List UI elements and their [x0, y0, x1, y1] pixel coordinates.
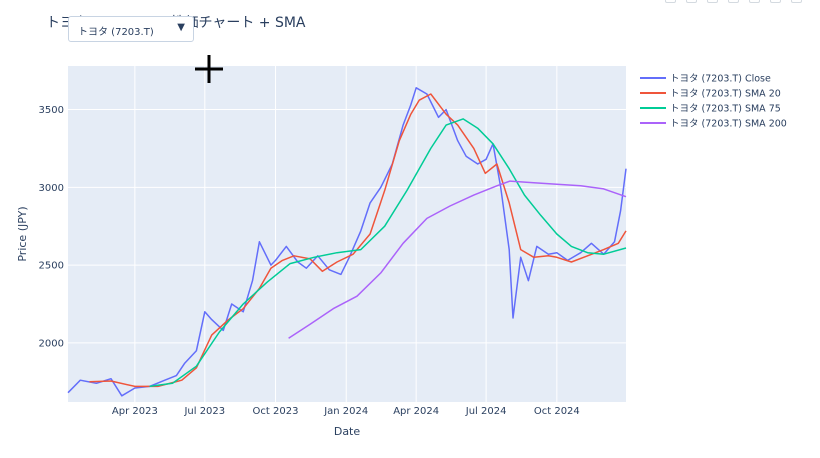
- legend-item-0[interactable]: トヨタ (7203.T) Close: [640, 74, 771, 85]
- pan-icon[interactable]: [707, 0, 718, 3]
- x-tick-label: Jul 2023: [183, 406, 225, 417]
- ticker-dropdown[interactable]: トヨタ (7203.T) ▼: [68, 16, 194, 42]
- legend-item-2[interactable]: トヨタ (7203.T) SMA 75: [640, 104, 781, 115]
- legend-item-3[interactable]: トヨタ (7203.T) SMA 200: [640, 119, 787, 130]
- x-tick-label: Oct 2023: [253, 406, 299, 417]
- camera-icon[interactable]: [665, 0, 676, 3]
- legend-label: トヨタ (7203.T) Close: [670, 74, 771, 85]
- y-axis-ticks: 2000 2500 3000 3500: [39, 105, 64, 349]
- legend-label: トヨタ (7203.T) SMA 200: [670, 119, 787, 130]
- plot-background: [68, 66, 626, 402]
- y-tick-label: 2000: [39, 338, 64, 349]
- x-axis-title: Date: [334, 425, 361, 438]
- plot-modebar: [665, 0, 802, 5]
- x-tick-label: Jul 2024: [465, 406, 507, 417]
- y-tick-label: 3000: [39, 183, 64, 194]
- y-tick-label: 2500: [39, 261, 64, 272]
- autoscale-icon[interactable]: [770, 0, 781, 3]
- x-axis-ticks: Apr 2023 Jul 2023 Oct 2023 Jan 2024 Apr 2024…: [112, 406, 580, 417]
- legend-item-1[interactable]: トヨタ (7203.T) SMA 20: [640, 89, 781, 100]
- zoom-in-icon[interactable]: [728, 0, 739, 3]
- x-tick-label: Oct 2024: [534, 406, 580, 417]
- series-line-2: [149, 118, 627, 388]
- grid-lines: [68, 66, 626, 402]
- ticker-dropdown-value: トヨタ (7203.T): [78, 27, 154, 38]
- series-lines: [67, 87, 627, 397]
- crosshair-cursor-icon: [195, 55, 223, 83]
- x-tick-label: Apr 2024: [393, 406, 439, 417]
- x-tick-label: Jan 2024: [323, 406, 368, 417]
- zoom-out-icon[interactable]: [749, 0, 760, 3]
- series-line-1: [89, 93, 627, 388]
- y-tick-label: 3500: [39, 105, 64, 116]
- zoom-icon[interactable]: [686, 0, 697, 3]
- reset-axes-icon[interactable]: [791, 0, 802, 3]
- series-line-3: [288, 180, 627, 339]
- chevron-down-icon: ▼: [177, 22, 185, 33]
- legend-label: トヨタ (7203.T) SMA 20: [670, 89, 781, 100]
- x-tick-label: Apr 2023: [112, 406, 158, 417]
- legend-label: トヨタ (7203.T) SMA 75: [670, 104, 781, 115]
- legend: トヨタ (7203.T) Close トヨタ (7203.T) SMA 20 トヨタ…: [640, 74, 787, 130]
- y-axis-title: Price (JPY): [16, 206, 29, 261]
